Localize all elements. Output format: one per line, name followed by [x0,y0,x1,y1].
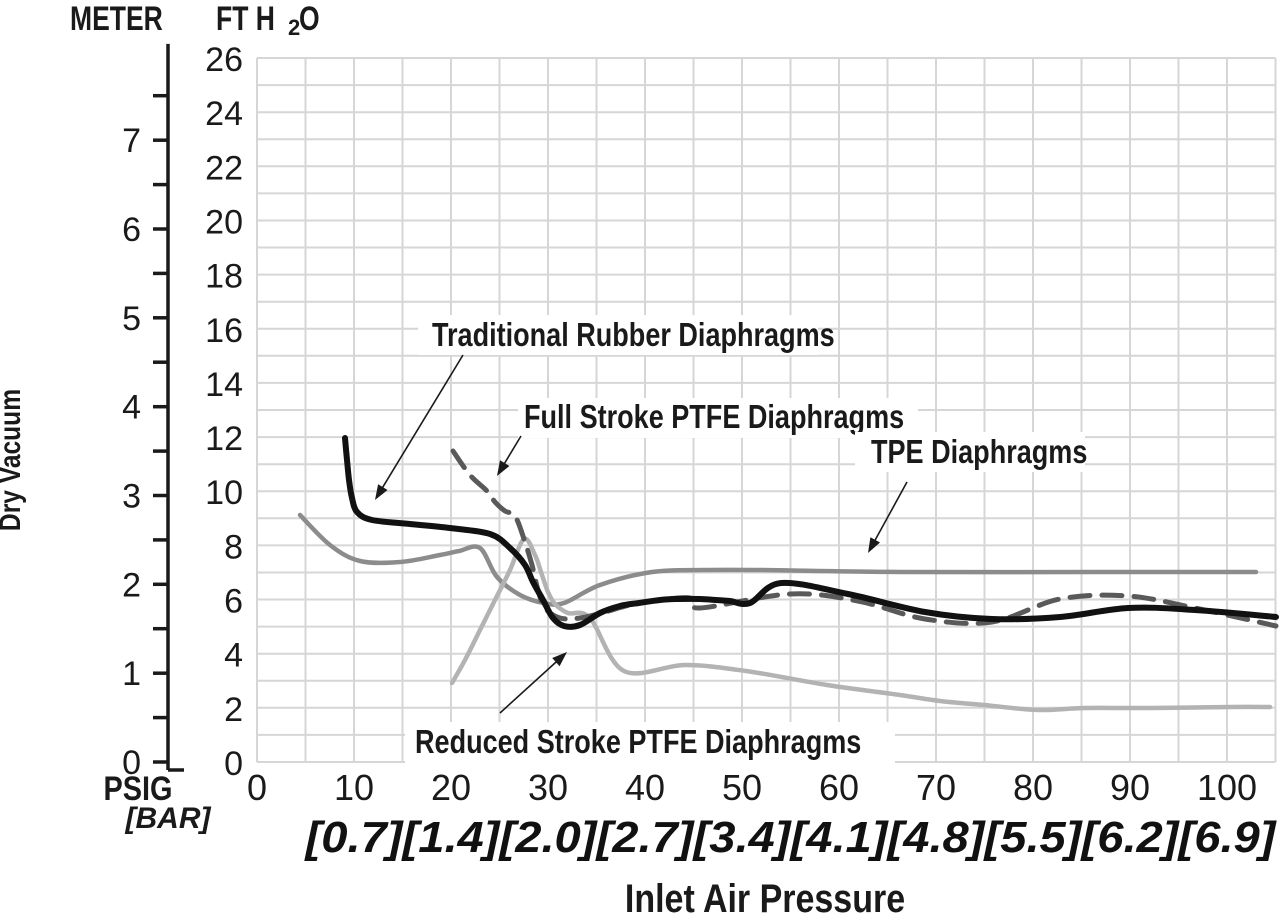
svg-text:Dry Vacuum: Dry Vacuum [0,389,27,531]
svg-text:[3.4]: [3.4] [691,813,792,862]
svg-text:2: 2 [122,566,141,604]
svg-text:3: 3 [122,478,141,516]
svg-text:30: 30 [528,767,568,808]
svg-text:0: 0 [247,767,267,808]
svg-text:22: 22 [205,149,243,187]
svg-text:[1.4]: [1.4] [400,813,501,862]
svg-text:20: 20 [205,204,243,242]
svg-text:TPE Diaphragms: TPE Diaphragms [871,435,1087,471]
svg-text:100: 100 [1197,767,1257,808]
svg-text:[4.1]: [4.1] [788,813,889,862]
svg-text:6: 6 [224,583,243,621]
svg-text:18: 18 [205,258,243,296]
svg-text:20: 20 [431,767,471,808]
svg-text:40: 40 [625,767,665,808]
svg-text:4: 4 [224,637,243,675]
svg-text:10: 10 [205,474,243,512]
svg-text:[6.9]: [6.9] [1176,813,1277,862]
svg-text:1: 1 [122,655,141,693]
svg-text:4: 4 [122,389,141,427]
svg-text:14: 14 [205,366,243,404]
svg-text:80: 80 [1013,767,1053,808]
svg-text:[2.0]: [2.0] [497,813,598,862]
svg-text:[BAR]: [BAR] [125,802,212,835]
svg-text:Full Stroke PTFE Diaphragms: Full Stroke PTFE Diaphragms [524,400,904,436]
svg-text:METER: METER [70,0,163,38]
svg-text:7: 7 [122,122,141,160]
svg-text:2: 2 [224,691,243,729]
svg-text:6: 6 [122,211,141,249]
svg-text:[0.7]: [0.7] [303,813,404,862]
svg-text:10: 10 [334,767,374,808]
svg-text:[4.8]: [4.8] [885,813,986,862]
svg-text:8: 8 [224,528,243,566]
svg-text:24: 24 [205,95,243,133]
svg-text:Reduced Stroke PTFE Diaphragms: Reduced Stroke PTFE Diaphragms [415,725,861,761]
svg-text:26: 26 [205,41,243,79]
svg-text:60: 60 [819,767,859,808]
svg-text:5: 5 [122,300,141,338]
svg-text:[2.7]: [2.7] [594,813,695,862]
svg-text:50: 50 [722,767,762,808]
svg-text:O: O [299,0,320,38]
svg-text:Traditional Rubber Diaphragms: Traditional Rubber Diaphragms [432,318,835,354]
svg-text:FT H: FT H [216,0,275,38]
svg-text:Inlet Air Pressure: Inlet Air Pressure [625,875,905,918]
svg-text:[5.5]: [5.5] [982,813,1083,862]
svg-text:16: 16 [205,312,243,350]
svg-text:[6.2]: [6.2] [1079,813,1180,862]
svg-text:0: 0 [224,745,243,783]
svg-text:90: 90 [1110,767,1150,808]
svg-text:12: 12 [205,420,243,458]
svg-text:70: 70 [916,767,956,808]
